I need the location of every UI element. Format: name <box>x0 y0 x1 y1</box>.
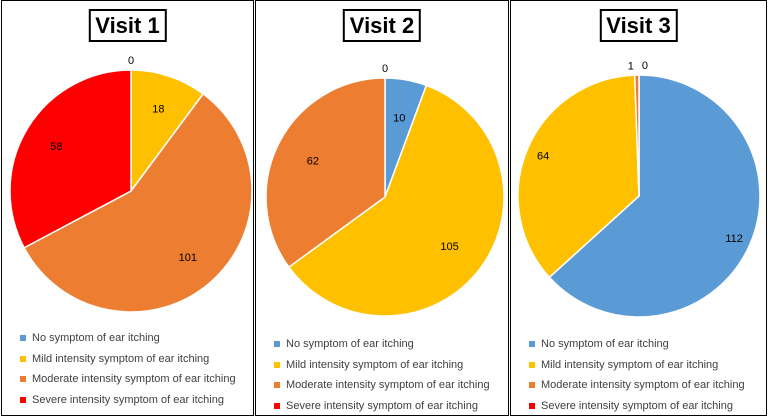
data-label: 0 <box>128 55 134 67</box>
legend-item: No symptom of ear itching <box>20 328 236 349</box>
pie-slice <box>265 77 386 269</box>
pie-slice <box>287 84 505 317</box>
pie-slice <box>9 69 132 249</box>
legend: No symptom of ear itching Mild intensity… <box>20 328 236 410</box>
legend-item: Mild intensity symptom of ear itching <box>20 349 236 370</box>
chart-title: Visit 2 <box>342 9 422 42</box>
legend-item: Moderate intensity symptom of ear itchin… <box>529 375 745 396</box>
legend-label: Mild intensity symptom of ear itching <box>286 358 464 371</box>
chart-title: Visit 3 <box>599 9 678 42</box>
data-label: 18 <box>152 103 164 115</box>
legend-swatch-icon <box>529 382 535 389</box>
legend-swatch-icon <box>20 376 26 383</box>
legend-swatch-icon <box>274 382 280 389</box>
pie-chart: 10 105 62 0 <box>265 63 505 317</box>
legend: No symptom of ear itching Mild intensity… <box>274 334 490 416</box>
legend-label: Mild intensity symptom of ear itching <box>32 352 210 365</box>
chart-panel-visit-1: Visit 1 0 18 101 58 No symptom of ear itchi… <box>1 0 254 416</box>
data-label: 1 <box>628 60 634 72</box>
legend-label: Moderate intensity symptom of ear itchin… <box>541 379 745 392</box>
legend-label: Severe intensity symptom of ear itching <box>541 399 733 412</box>
pie-slice <box>633 74 640 197</box>
legend-swatch-icon <box>529 402 535 409</box>
legend-item: Moderate intensity symptom of ear itchin… <box>274 375 490 396</box>
data-label: 105 <box>440 241 458 253</box>
data-label: 112 <box>725 233 743 245</box>
legend-label: No symptom of ear itching <box>541 338 669 351</box>
data-label: 10 <box>393 112 405 124</box>
legend-item: Mild intensity symptom of ear itching <box>529 355 745 376</box>
legend-swatch-icon <box>274 402 280 409</box>
data-label: 0 <box>382 63 388 75</box>
pie-chart: 0 18 101 58 <box>9 55 253 313</box>
pie-slice <box>548 74 761 318</box>
pie-slice <box>23 92 253 313</box>
legend-label: Moderate intensity symptom of ear itchin… <box>32 373 236 386</box>
legend-item: Moderate intensity symptom of ear itchin… <box>20 369 236 390</box>
legend-item: No symptom of ear itching <box>274 334 490 355</box>
legend-label: Severe intensity symptom of ear itching <box>32 393 224 406</box>
legend-label: Mild intensity symptom of ear itching <box>541 358 719 371</box>
data-label: 101 <box>179 252 197 264</box>
pie-slice <box>517 74 640 279</box>
chart-panel-visit-3: Visit 3 112 64 1 0 No symptom of ear itchin… <box>510 0 767 416</box>
legend-item: Severe intensity symptom of ear itching <box>274 396 490 417</box>
pie-chart: 112 64 1 0 <box>517 60 761 318</box>
legend-label: Moderate intensity symptom of ear itchin… <box>286 379 490 392</box>
legend-item: Severe intensity symptom of ear itching <box>20 390 236 411</box>
legend-item: Mild intensity symptom of ear itching <box>274 355 490 376</box>
legend-swatch-icon <box>20 355 26 362</box>
legend-label: Severe intensity symptom of ear itching <box>286 399 478 412</box>
legend-item: No symptom of ear itching <box>529 334 745 355</box>
legend-swatch-icon <box>529 341 535 348</box>
data-label: 0 <box>642 60 648 72</box>
legend-item: Severe intensity symptom of ear itching <box>529 396 745 417</box>
data-label: 64 <box>537 151 549 163</box>
legend-swatch-icon <box>274 361 280 368</box>
pie-slice <box>130 69 205 194</box>
data-label: 62 <box>307 155 319 167</box>
legend-swatch-icon <box>274 341 280 348</box>
legend-label: No symptom of ear itching <box>32 332 160 345</box>
chart-panel-visit-2: Visit 2 10 105 62 0 No symptom of ear itchi… <box>255 0 509 416</box>
legend-swatch-icon <box>20 396 26 403</box>
legend: No symptom of ear itching Mild intensity… <box>529 334 745 416</box>
chart-title: Visit 1 <box>88 9 167 42</box>
legend-swatch-icon <box>20 335 26 342</box>
legend-label: No symptom of ear itching <box>286 338 414 351</box>
legend-swatch-icon <box>529 361 535 368</box>
data-label: 58 <box>50 141 62 153</box>
